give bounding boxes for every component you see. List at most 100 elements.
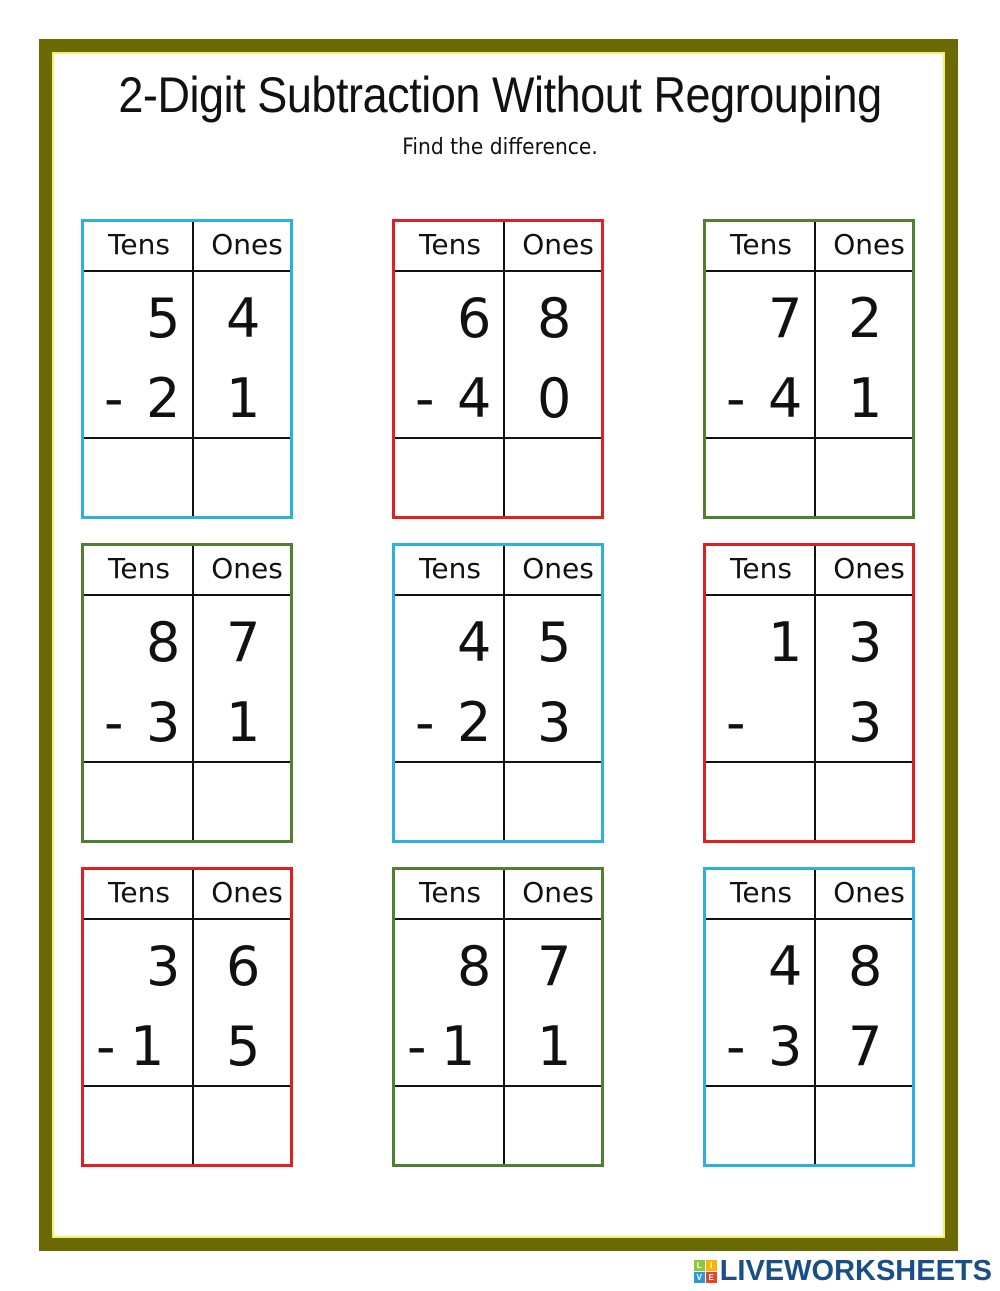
tens-header: Tens xyxy=(730,876,792,909)
header-divider xyxy=(84,270,290,272)
answer-ones-input[interactable] xyxy=(816,439,922,516)
header-divider xyxy=(395,918,601,920)
minus-sign: - xyxy=(96,1015,116,1078)
top-ones-digit: 8 xyxy=(537,287,572,350)
top-tens-digit: 8 xyxy=(457,935,492,998)
bottom-ones-digit: 1 xyxy=(848,367,883,430)
bottom-ones-digit: 7 xyxy=(848,1015,883,1078)
minus-sign: - xyxy=(726,1015,746,1078)
answer-tens-input[interactable] xyxy=(395,439,501,516)
bottom-ones-digit: 3 xyxy=(848,691,883,754)
answer-tens-input[interactable] xyxy=(395,1087,501,1164)
subtraction-problem: Tens Ones 4 5 -2 3 xyxy=(392,543,604,843)
tens-header: Tens xyxy=(419,876,481,909)
ones-header: Ones xyxy=(211,228,283,261)
bottom-ones-digit: 3 xyxy=(537,691,572,754)
answer-line xyxy=(706,437,912,439)
top-tens-digit: 7 xyxy=(768,287,803,350)
ones-header: Ones xyxy=(833,552,905,585)
header-divider xyxy=(84,918,290,920)
header-divider xyxy=(706,918,912,920)
column-divider xyxy=(192,546,194,840)
bottom-tens-digit: 2 xyxy=(457,691,492,754)
answer-ones-input[interactable] xyxy=(816,763,922,840)
header-divider xyxy=(395,594,601,596)
ones-header: Ones xyxy=(211,552,283,585)
instructions: Find the difference. xyxy=(402,135,598,160)
tens-header: Tens xyxy=(419,228,481,261)
tens-header: Tens xyxy=(730,228,792,261)
subtraction-problem: Tens Ones 8 7 -3 1 xyxy=(81,543,293,843)
answer-tens-input[interactable] xyxy=(706,763,812,840)
tens-header: Tens xyxy=(108,552,170,585)
answer-ones-input[interactable] xyxy=(194,1087,300,1164)
answer-ones-input[interactable] xyxy=(194,763,300,840)
subtraction-problem: Tens Ones 4 8 -3 7 xyxy=(703,867,915,1167)
worksheet-paper xyxy=(54,54,943,1236)
top-ones-digit: 2 xyxy=(848,287,883,350)
top-tens-digit: 6 xyxy=(457,287,492,350)
top-tens-digit: 4 xyxy=(768,935,803,998)
bottom-ones-digit: 0 xyxy=(537,367,572,430)
column-divider xyxy=(814,870,816,1164)
answer-line xyxy=(706,1085,912,1087)
bottom-tens-digit: 3 xyxy=(146,691,181,754)
ones-header: Ones xyxy=(522,876,594,909)
top-ones-digit: 5 xyxy=(537,611,572,674)
subtraction-problem: Tens Ones 6 8 -4 0 xyxy=(392,219,604,519)
bottom-tens-digit: 1 xyxy=(130,1015,165,1078)
top-tens-digit: 5 xyxy=(146,287,181,350)
logo-blocks-icon: L I V E xyxy=(693,1260,717,1283)
answer-ones-input[interactable] xyxy=(505,439,611,516)
answer-ones-input[interactable] xyxy=(505,763,611,840)
tens-header: Tens xyxy=(730,552,792,585)
page-title: 2-Digit Subtraction Without Regrouping xyxy=(118,67,882,123)
answer-ones-input[interactable] xyxy=(505,1087,611,1164)
column-divider xyxy=(192,870,194,1164)
top-ones-digit: 4 xyxy=(226,287,261,350)
ones-header: Ones xyxy=(211,876,283,909)
bottom-tens-digit: 3 xyxy=(768,1015,803,1078)
tens-header: Tens xyxy=(108,228,170,261)
minus-sign: - xyxy=(104,691,124,754)
top-tens-digit: 4 xyxy=(457,611,492,674)
top-ones-digit: 3 xyxy=(848,611,883,674)
column-divider xyxy=(814,222,816,516)
ones-header: Ones xyxy=(522,552,594,585)
subtraction-problem: Tens Ones 5 4 -2 1 xyxy=(81,219,293,519)
minus-sign: - xyxy=(415,691,435,754)
bottom-tens-digit: 4 xyxy=(457,367,492,430)
answer-tens-input[interactable] xyxy=(395,763,501,840)
header-divider xyxy=(84,594,290,596)
answer-line xyxy=(84,761,290,763)
tens-header: Tens xyxy=(419,552,481,585)
tens-header: Tens xyxy=(108,876,170,909)
minus-sign: - xyxy=(726,691,746,754)
bottom-ones-digit: 5 xyxy=(226,1015,261,1078)
subtraction-problem: Tens Ones 1 3 - 3 xyxy=(703,543,915,843)
answer-tens-input[interactable] xyxy=(706,1087,812,1164)
answer-line xyxy=(395,1085,601,1087)
column-divider xyxy=(503,870,505,1164)
subtraction-problem: Tens Ones 8 7-1 1 xyxy=(392,867,604,1167)
answer-ones-input[interactable] xyxy=(816,1087,922,1164)
answer-tens-input[interactable] xyxy=(706,439,812,516)
worksheet-frame xyxy=(39,39,958,1251)
top-ones-digit: 6 xyxy=(226,935,261,998)
answer-ones-input[interactable] xyxy=(194,439,300,516)
ones-header: Ones xyxy=(833,876,905,909)
answer-tens-input[interactable] xyxy=(84,439,190,516)
answer-tens-input[interactable] xyxy=(84,763,190,840)
column-divider xyxy=(814,546,816,840)
minus-sign: - xyxy=(104,367,124,430)
subtraction-problem: Tens Ones 3 6 -1 5 xyxy=(81,867,293,1167)
answer-line xyxy=(706,761,912,763)
column-divider xyxy=(503,546,505,840)
top-tens-digit: 3 xyxy=(146,935,181,998)
ones-header: Ones xyxy=(522,228,594,261)
column-divider xyxy=(192,222,194,516)
answer-tens-input[interactable] xyxy=(84,1087,190,1164)
subtraction-problem: Tens Ones 7 2 -4 1 xyxy=(703,219,915,519)
answer-line xyxy=(395,761,601,763)
header-divider xyxy=(706,270,912,272)
